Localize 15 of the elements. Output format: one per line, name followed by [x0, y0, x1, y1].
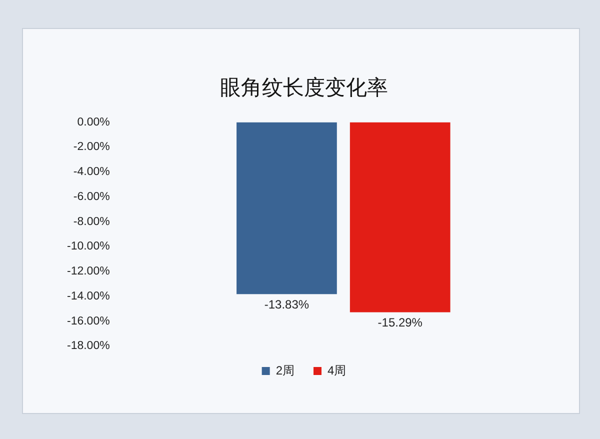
- data-label: -15.29%: [378, 316, 423, 330]
- y-tick-label: -6.00%: [73, 190, 110, 203]
- y-tick-label: -8.00%: [73, 216, 110, 228]
- legend-label: 2周: [276, 363, 295, 378]
- chart-title: 眼角纹长度变化率: [220, 76, 388, 100]
- legend-label: 4周: [328, 363, 346, 378]
- y-tick-label: -12.00%: [66, 266, 110, 278]
- y-tick-label: -10.00%: [66, 240, 110, 253]
- y-tick-label: -16.00%: [66, 315, 110, 328]
- data-label: -13.83%: [264, 297, 310, 312]
- y-tick-label: -14.00%: [66, 290, 110, 302]
- y-tick-label: -2.00%: [73, 141, 110, 154]
- y-tick-label: -18.00%: [66, 340, 110, 352]
- y-tick-label: -4.00%: [73, 166, 110, 178]
- y-tick-label: 0.00%: [77, 116, 110, 128]
